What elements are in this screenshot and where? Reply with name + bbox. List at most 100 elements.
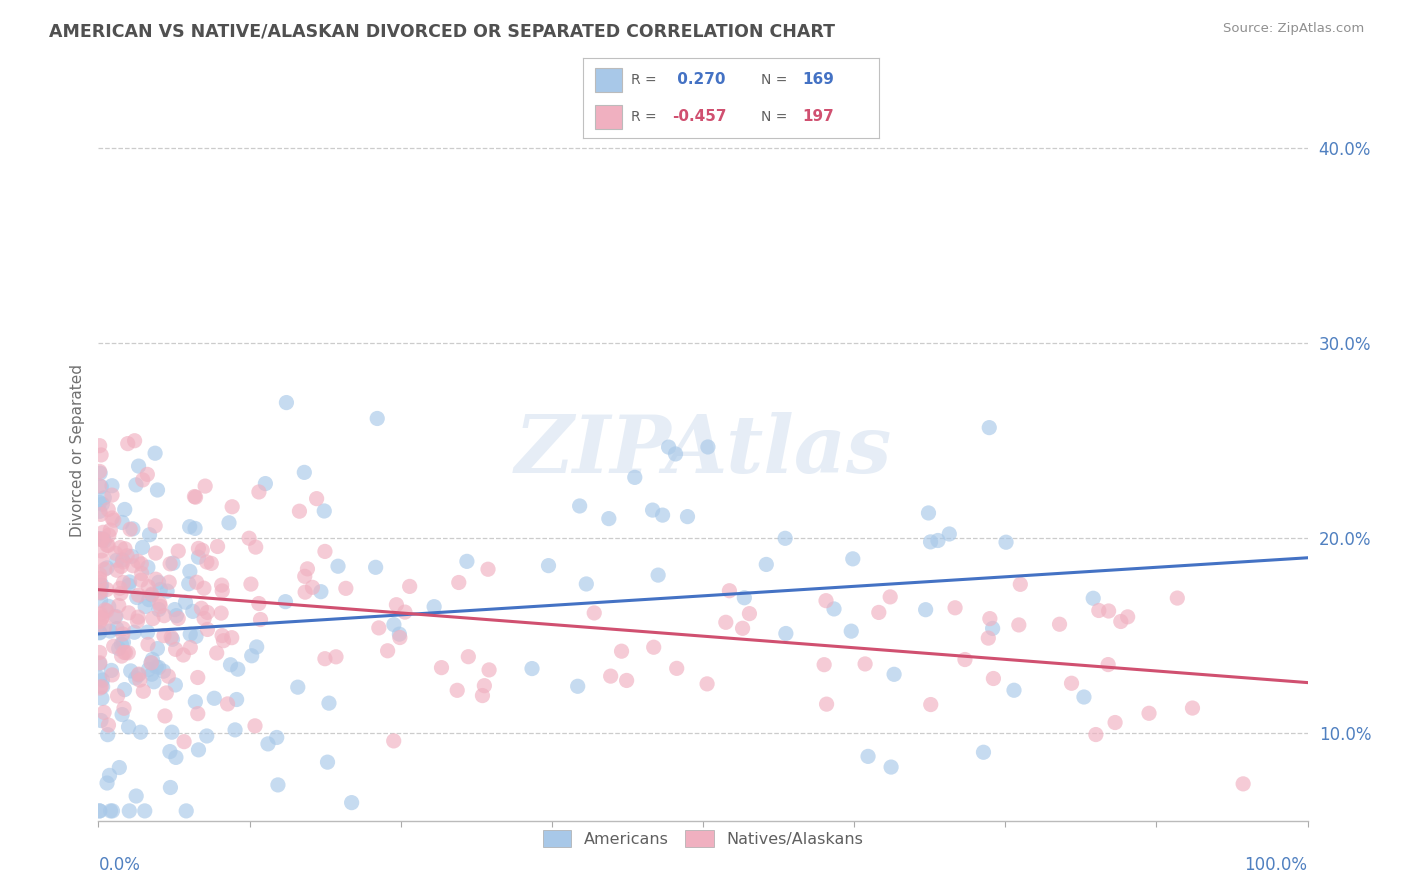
Point xyxy=(129,573,152,587)
Point xyxy=(153,608,176,623)
Point xyxy=(177,576,200,591)
Point xyxy=(920,698,942,712)
Point xyxy=(159,780,181,795)
Point xyxy=(97,599,120,614)
Point xyxy=(183,490,205,504)
Point xyxy=(90,544,112,558)
Point xyxy=(132,684,155,698)
Point xyxy=(98,768,121,782)
Point xyxy=(101,511,124,525)
Point xyxy=(91,691,114,706)
Point xyxy=(202,691,225,706)
Point xyxy=(471,689,494,703)
Point xyxy=(943,600,966,615)
Point xyxy=(254,476,277,491)
Point xyxy=(839,624,862,639)
Point xyxy=(868,606,890,620)
Point xyxy=(288,504,311,518)
Point xyxy=(294,585,316,599)
Text: N =: N = xyxy=(761,110,787,124)
Point xyxy=(187,541,209,556)
Point xyxy=(257,737,280,751)
Point xyxy=(981,622,1004,636)
Point xyxy=(136,467,159,482)
Point xyxy=(477,562,499,576)
Point xyxy=(114,682,136,697)
Point xyxy=(567,679,589,693)
Point xyxy=(430,660,453,674)
Point xyxy=(165,608,187,623)
Point xyxy=(90,593,112,607)
Point xyxy=(134,599,156,614)
Point xyxy=(367,621,389,635)
Point xyxy=(153,629,176,643)
Point xyxy=(305,491,328,506)
Point xyxy=(136,625,159,640)
Point xyxy=(142,674,165,689)
Point xyxy=(90,714,112,728)
Point xyxy=(267,778,290,792)
Point xyxy=(90,680,112,694)
Point xyxy=(100,664,122,678)
Point xyxy=(111,707,134,722)
Point xyxy=(97,728,120,742)
Point xyxy=(104,609,127,624)
Point xyxy=(152,664,174,678)
Point xyxy=(200,557,222,571)
Point xyxy=(173,734,195,748)
Point xyxy=(366,411,388,425)
Point xyxy=(145,660,167,674)
Point xyxy=(225,692,247,706)
Point xyxy=(89,804,111,818)
Point xyxy=(920,534,942,549)
Point xyxy=(96,582,118,597)
Point xyxy=(388,631,411,645)
Point xyxy=(647,568,669,582)
Point xyxy=(983,672,1005,686)
Point xyxy=(89,585,111,599)
Point xyxy=(114,502,136,516)
Point xyxy=(89,575,111,590)
Point xyxy=(190,601,212,615)
Point xyxy=(194,479,217,493)
Point xyxy=(179,519,201,533)
Point xyxy=(1060,676,1083,690)
Point xyxy=(120,664,142,678)
Point xyxy=(575,577,598,591)
Text: R =: R = xyxy=(631,110,657,124)
Point xyxy=(643,640,665,655)
Point xyxy=(1049,617,1071,632)
Point xyxy=(142,611,165,625)
Point xyxy=(179,565,201,579)
Point xyxy=(117,646,139,660)
Point xyxy=(157,669,180,683)
Point xyxy=(953,652,976,666)
Point xyxy=(219,657,242,672)
Point xyxy=(129,725,152,739)
Point xyxy=(90,508,112,522)
Point xyxy=(159,745,181,759)
Point xyxy=(103,513,125,527)
Y-axis label: Divorced or Separated: Divorced or Separated xyxy=(69,364,84,537)
Point xyxy=(207,540,229,554)
Point xyxy=(184,629,207,643)
Point xyxy=(1181,701,1204,715)
Point xyxy=(89,615,111,629)
FancyBboxPatch shape xyxy=(595,104,621,128)
Point xyxy=(89,584,111,599)
Point xyxy=(90,553,112,567)
Point xyxy=(145,572,167,586)
Point xyxy=(167,544,190,558)
Point xyxy=(93,706,115,720)
Text: R =: R = xyxy=(631,72,657,87)
Point xyxy=(90,610,112,624)
Point xyxy=(141,587,163,601)
Point xyxy=(247,485,270,500)
Point xyxy=(240,648,263,663)
Point xyxy=(146,483,169,497)
Point xyxy=(104,546,127,560)
Text: ZIPAtlas: ZIPAtlas xyxy=(515,412,891,489)
Point xyxy=(89,439,111,453)
Point xyxy=(292,466,315,480)
Text: 100.0%: 100.0% xyxy=(1244,855,1308,873)
